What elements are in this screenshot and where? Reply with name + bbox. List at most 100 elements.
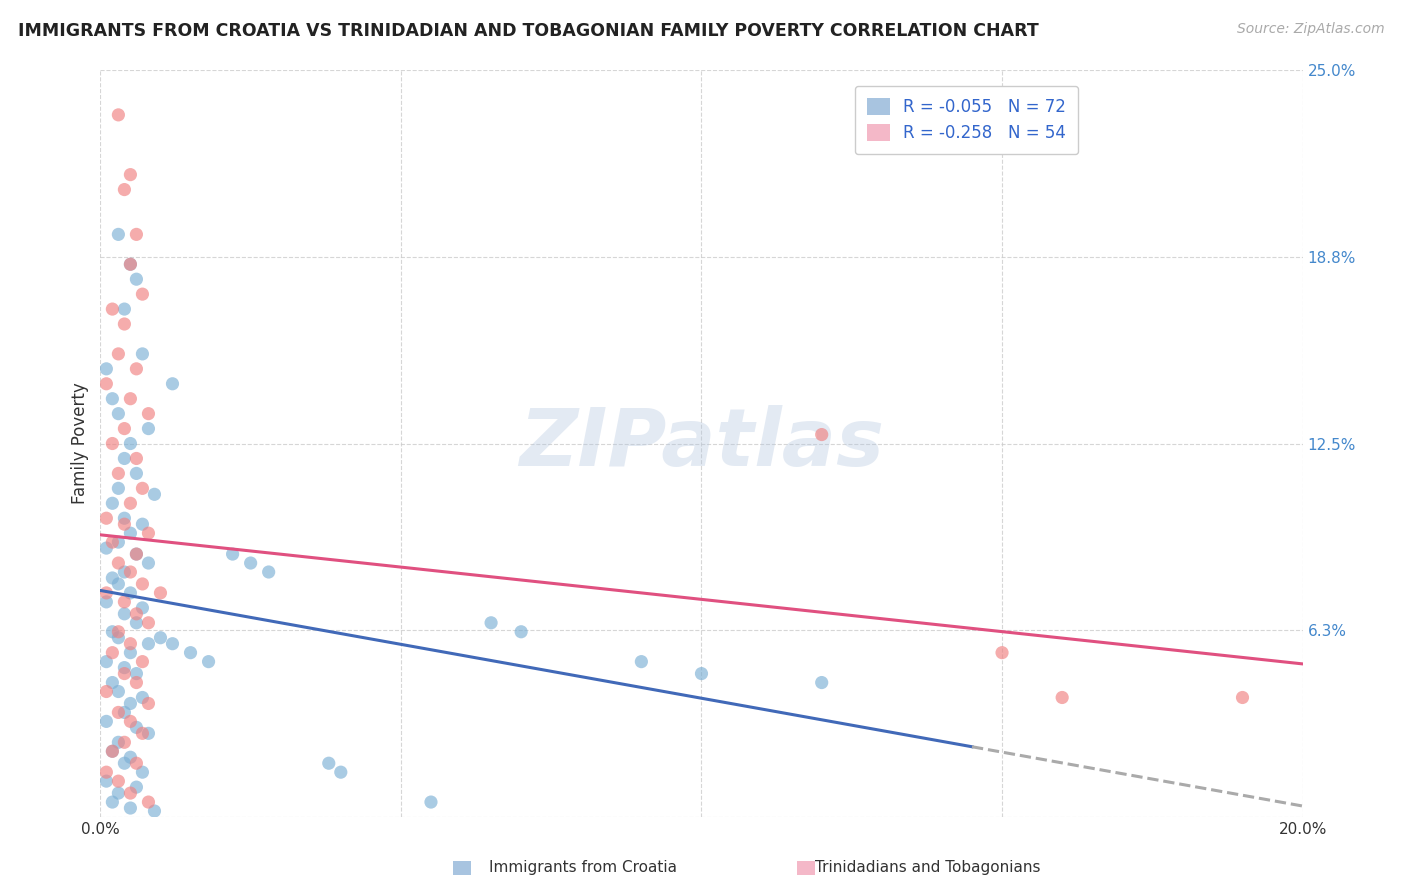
Point [101,535,124,549]
Point [112,517,135,532]
Point [125,361,148,376]
Point [107,108,129,122]
Point [120,565,142,579]
Point [96,765,118,780]
Point [101,302,124,317]
Point [107,684,129,698]
Text: Source: ZipAtlas.com: Source: ZipAtlas.com [1237,22,1385,37]
Point [96,541,118,555]
Point [138,556,160,570]
Point [138,795,160,809]
Point [112,706,135,720]
Point [120,714,142,729]
Point [107,227,129,242]
Point [138,421,160,435]
Point [149,631,172,645]
Point [112,183,135,197]
Point [131,655,153,669]
Point [112,595,135,609]
Point [120,786,142,800]
Point [239,556,262,570]
Point [120,750,142,764]
Point [120,646,142,660]
Point [138,407,160,421]
Y-axis label: Family Poverty: Family Poverty [72,383,89,504]
Point [138,615,160,630]
Point [120,526,142,541]
Point [125,756,148,771]
Point [96,595,118,609]
Point [138,637,160,651]
Point [96,361,118,376]
Text: ZIPatlas: ZIPatlas [519,405,884,483]
Point [131,765,153,780]
Point [120,496,142,510]
Point [96,586,118,600]
Point [120,586,142,600]
Point [125,666,148,681]
Point [131,577,153,591]
Point [318,756,340,771]
Point [120,436,142,450]
Point [112,451,135,466]
Point [96,376,118,391]
Point [125,675,148,690]
Point [112,660,135,674]
Point [107,774,129,789]
Point [120,257,142,271]
Point [120,257,142,271]
Point [329,765,352,780]
Point [112,511,135,525]
Point [125,451,148,466]
Point [101,571,124,585]
Point [112,421,135,435]
Point [138,526,160,541]
Point [125,615,148,630]
Point [101,496,124,510]
Point [107,407,129,421]
Point [96,655,118,669]
Point [510,624,533,639]
Point [131,726,153,740]
Point [180,646,202,660]
Point [125,607,148,621]
Point [125,272,148,286]
Point [420,795,443,809]
Point [112,756,135,771]
Text: Immigrants from Croatia: Immigrants from Croatia [489,861,678,875]
Point [101,624,124,639]
Point [125,227,148,242]
Point [112,735,135,749]
Point [125,467,148,481]
Point [120,637,142,651]
Point [107,556,129,570]
Point [131,347,153,361]
Point [120,697,142,711]
Point [112,565,135,579]
Point [101,795,124,809]
Point [630,655,652,669]
Point [101,392,124,406]
Point [107,467,129,481]
Point [143,487,166,501]
Point [125,720,148,734]
Point [138,726,160,740]
Point [162,637,184,651]
Point [107,706,129,720]
Point [690,666,713,681]
Point [810,427,832,442]
Point [96,684,118,698]
Point [107,347,129,361]
Point [112,666,135,681]
Point [96,511,118,525]
Point [479,615,502,630]
Point [101,744,124,758]
Point [107,624,129,639]
Point [149,586,172,600]
Point [120,392,142,406]
Point [120,168,142,182]
Point [1050,690,1073,705]
Point [197,655,219,669]
Point [107,535,129,549]
Point [125,547,148,561]
